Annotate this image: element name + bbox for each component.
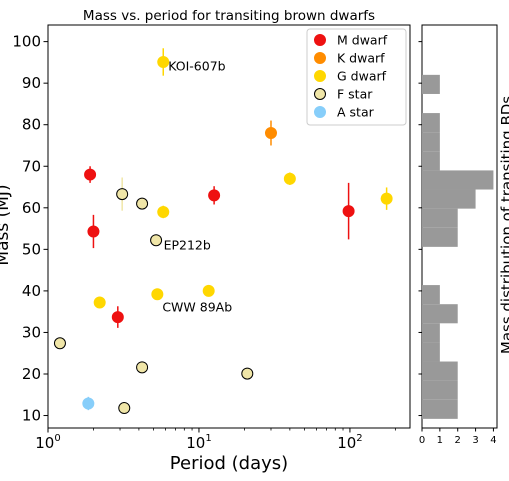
histogram-x-tick-label: 3 [472, 435, 478, 446]
g-dwarf-point [283, 172, 296, 185]
a-star-point [82, 397, 95, 410]
x-tick-label: 101 [186, 433, 211, 452]
y-tick-label: 90 [22, 74, 41, 92]
x-axis-label: Period (days) [170, 453, 288, 474]
histogram-bar [422, 285, 440, 305]
y-tick-label: 50 [22, 240, 41, 258]
f-star-point [118, 402, 131, 415]
y-tick-label: 70 [22, 157, 41, 175]
g-dwarf-point [380, 192, 393, 205]
histogram-x-tick-label: 4 [490, 435, 496, 446]
histogram-bar [422, 227, 458, 247]
y-tick-label: 100 [12, 33, 41, 51]
x-tick-label: 100 [35, 433, 60, 452]
histogram-bar [422, 380, 458, 400]
k-dwarf-point [264, 127, 277, 140]
histogram-x-tick-label: 2 [455, 435, 461, 446]
f-star-point [136, 197, 149, 210]
histogram-bar [422, 170, 494, 190]
m-dwarf-point [342, 205, 355, 218]
histogram-bar [422, 132, 440, 152]
y-tick-label: 10 [22, 407, 41, 425]
histogram-x-tick-label: 0 [419, 435, 425, 446]
legend-label-a-star: A star [337, 105, 375, 120]
x-tick-label: 102 [337, 433, 362, 452]
histogram-axis-label: Mass distribution of transiting BDs [498, 96, 509, 354]
histogram-bar [422, 189, 476, 209]
legend-label-k-dwarf: K dwarf [337, 51, 385, 66]
histogram-bar [422, 304, 458, 324]
m-dwarf-point [208, 189, 221, 202]
y-tick-label: 80 [22, 116, 41, 134]
legend-label-g-dwarf: G dwarf [337, 69, 387, 84]
f-star-point [136, 361, 149, 374]
g-dwarf-point [157, 205, 170, 218]
f-star-point [116, 188, 129, 201]
point-annotation: KOI-607b [168, 59, 225, 74]
legend-marker-f-star [314, 88, 326, 100]
histogram-bar [422, 361, 458, 381]
m-dwarf-point [87, 225, 100, 238]
f-star-point [53, 337, 66, 350]
y-tick-label: 40 [22, 282, 41, 300]
legend-label-m-dwarf: M dwarf [337, 33, 388, 48]
legend-box [306, 28, 407, 126]
g-dwarf-point [93, 296, 106, 309]
legend-label-f-star: F star [337, 87, 373, 102]
g-dwarf-point [202, 284, 215, 297]
histogram-bar [422, 74, 440, 94]
chart-title: Mass vs. period for transiting brown dwa… [83, 8, 375, 24]
legend-marker-k-dwarf [314, 52, 326, 64]
m-dwarf-point [84, 168, 97, 181]
legend-marker-m-dwarf [314, 34, 326, 46]
scatter-plot: 100 101 102 10 20 30 40 50 60 70 80 90 100 KOI-607b EP… [12, 24, 411, 452]
y-tick-label: 60 [22, 199, 41, 217]
point-annotation: EP212b [164, 237, 211, 252]
m-dwarf-point [111, 311, 124, 324]
legend-marker-g-dwarf [314, 70, 326, 82]
histogram-bar [422, 151, 440, 171]
f-star-point [150, 234, 163, 247]
histogram-x-tick-label: 1 [437, 435, 443, 446]
histogram-bar [422, 399, 458, 419]
histogram-bar [422, 113, 440, 133]
y-axis-label: Mass (MJ) [0, 184, 13, 265]
g-dwarf-point [157, 55, 170, 68]
g-dwarf-point [151, 288, 164, 301]
y-tick-label: 30 [22, 323, 41, 341]
point-annotation: CWW 89Ab [162, 300, 232, 315]
y-tick-label: 20 [22, 365, 41, 383]
histogram-bar [422, 342, 440, 362]
histogram-bar [422, 208, 458, 228]
f-star-point [241, 367, 254, 380]
legend: M dwarf K dwarf G dwarf F star A star [306, 28, 407, 126]
legend-marker-a-star [314, 106, 326, 118]
histogram-bar [422, 323, 440, 343]
